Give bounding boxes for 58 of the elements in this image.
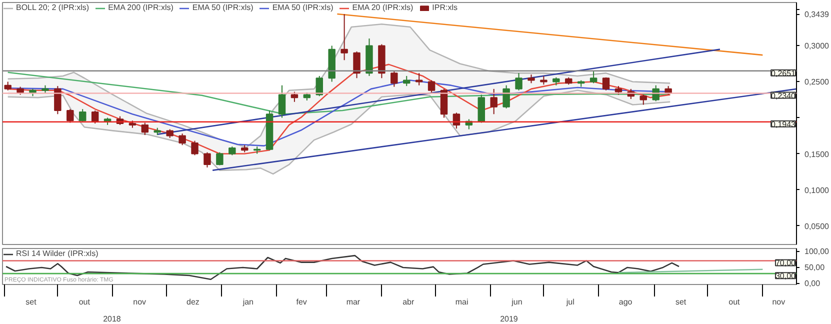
legend-label: IPR:xls: [432, 3, 458, 12]
candlestick: [204, 152, 211, 168]
candlestick: [54, 86, 62, 115]
candlestick: [602, 76, 610, 91]
candlestick: [640, 94, 648, 106]
candlestick: [478, 94, 486, 124]
candlestick: [141, 122, 149, 136]
y-tick-label: 0,3000: [804, 42, 830, 51]
legend-label: EMA 50 (IPR:xls): [272, 3, 334, 12]
x-tick-label: set: [26, 298, 38, 306]
y-tick-label: 0,1000: [804, 186, 830, 195]
x-tick-label: out: [78, 298, 91, 306]
x-tick-label: out: [728, 298, 741, 306]
legend-label: RSI 14 Wilder (IPR:xls): [16, 249, 98, 258]
candlestick: [353, 50, 360, 79]
candlestick: [403, 75, 410, 87]
x-tick-label: jul: [565, 298, 575, 306]
legend-label: EMA 50 (IPR:xls): [192, 3, 254, 12]
x-tick-label: ago: [618, 298, 633, 306]
candlestick: [278, 84, 286, 118]
candlestick: [515, 72, 522, 91]
candlestick: [340, 14, 348, 61]
candlestick: [490, 88, 498, 115]
line-series: [7, 72, 671, 115]
y-tick-label: 100,00: [804, 247, 830, 256]
line-series: [7, 90, 671, 175]
x-tick-label: jan: [242, 298, 254, 306]
candlestick: [91, 110, 99, 124]
y-tick-label: 0,0500: [804, 222, 830, 231]
candlestick: [290, 91, 298, 102]
y-tick-label: 0,3439: [804, 10, 830, 20]
x-tick-label: jun: [510, 298, 522, 306]
text: 2019: [500, 314, 518, 324]
x-tick-label: set: [675, 298, 687, 306]
legend-label: EMA 20 (IPR:xls): [352, 3, 414, 12]
text: 2018: [103, 314, 122, 324]
candlestick: [78, 108, 86, 122]
y-tick-label: 0,00: [804, 279, 821, 288]
y-tick-label: 0,1500: [804, 150, 830, 159]
candlestick: [390, 70, 398, 88]
y-tick-label: 0,2500: [804, 78, 830, 87]
x-tick-label: mai: [455, 298, 468, 306]
x-tick-label: abr: [402, 298, 415, 306]
x-tick-label: fev: [296, 298, 307, 306]
candlestick: [428, 80, 436, 94]
x-tick-label: nov: [772, 298, 786, 306]
candlestick: [216, 152, 224, 166]
legend-label: BOLL 20; 2 (IPR:xls): [16, 3, 90, 12]
candlestick: [590, 70, 598, 84]
candlestick: [66, 108, 74, 124]
x-tick-label: dez: [186, 298, 200, 306]
legend-label: EMA 200 (IPR:xls): [108, 3, 174, 12]
x-tick-label: nov: [133, 298, 146, 306]
y-tick-label: 50,00: [804, 263, 826, 272]
candlestick: [191, 140, 198, 156]
candlestick: [440, 88, 448, 118]
candlestick: [178, 133, 186, 146]
x-tick-label: mar: [346, 298, 360, 306]
